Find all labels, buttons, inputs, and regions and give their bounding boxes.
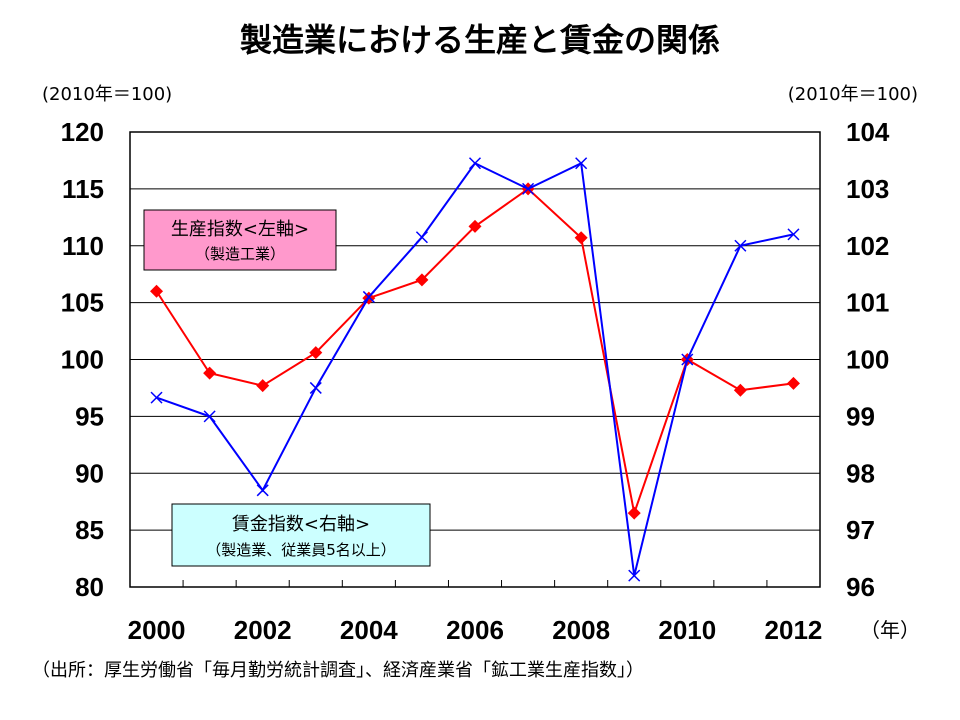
- wage-data-point: [734, 239, 747, 252]
- right-tick-label: 103: [846, 174, 889, 204]
- left-tick-label: 110: [62, 231, 104, 261]
- wage-data-point: [256, 484, 269, 497]
- production-legend-background: [143, 209, 337, 271]
- wage-marker-stroke: [362, 290, 375, 303]
- right-axis-ticks: 96 97 98 99 100 101 102 103 104: [846, 117, 890, 602]
- production-data-point: [786, 376, 800, 390]
- left-tick-label: 115: [62, 174, 104, 204]
- production-data-point: [574, 231, 588, 245]
- wage-marker-stroke: [203, 410, 216, 423]
- source-note: （出所：厚生労働省「毎月勤労統計調査」、経済産業省「鉱工業生産指数」）: [32, 660, 644, 681]
- left-tick-label: 90: [75, 458, 104, 488]
- x-tick-label: 2012: [765, 615, 823, 645]
- wage-legend-background: [171, 503, 431, 567]
- wage-marker-stroke: [256, 484, 269, 497]
- production-data-point: [256, 379, 270, 393]
- wage-marker-stroke: [415, 231, 428, 244]
- right-tick-label: 97: [846, 515, 875, 545]
- x-axis-ticks: 2000 2002 2004 2006 2008 2010 2012: [128, 615, 823, 645]
- wage-data-point: [681, 353, 694, 366]
- wage-legend-sublabel: （製造業、従業員5名以上）: [206, 541, 396, 559]
- wage-data-point: [362, 290, 375, 303]
- wage-marker-stroke: [468, 157, 482, 170]
- x-tick-label: 2006: [446, 615, 504, 645]
- right-tick-label: 102: [846, 231, 889, 261]
- chart-title: 製造業における生産と賃金の関係: [240, 21, 720, 59]
- x-tick-label: 2008: [552, 615, 610, 645]
- wage-marker-stroke: [628, 569, 641, 582]
- production-data-point: [309, 346, 323, 360]
- wage-legend-box: 賃金指数<右軸> （製造業、従業員5名以上）: [171, 503, 431, 567]
- left-tick-label: 85: [75, 515, 104, 545]
- right-tick-label: 101: [846, 288, 889, 318]
- x-tick-label: 2004: [340, 615, 398, 645]
- left-tick-label: 95: [75, 401, 104, 431]
- production-data-point: [203, 366, 217, 380]
- production-data-point: [150, 284, 164, 298]
- wage-data-point: [309, 381, 322, 394]
- wage-marker-stroke: [309, 381, 322, 394]
- right-axis-unit-label: (2010年＝100): [788, 84, 918, 105]
- x-tick-label: 2000: [128, 615, 186, 645]
- wage-marker-stroke: [522, 182, 535, 195]
- production-data-point: [415, 273, 429, 287]
- wage-legend-label: 賃金指数<右軸>: [232, 514, 370, 535]
- right-tick-label: 96: [846, 572, 875, 602]
- production-legend-box: 生産指数<左軸> （製造工業）: [143, 209, 337, 271]
- x-tick-label: 2002: [234, 615, 292, 645]
- x-axis-unit: （年）: [860, 618, 920, 642]
- right-tick-label: 98: [846, 458, 875, 488]
- wage-data-point: [203, 410, 216, 423]
- wage-marker-stroke: [787, 228, 800, 241]
- wage-data-point: [575, 157, 588, 170]
- wage-data-point: [787, 228, 800, 241]
- production-legend-sublabel: （製造工業）: [195, 245, 285, 263]
- right-tick-label: 104: [846, 117, 890, 147]
- wage-data-point: [628, 569, 641, 582]
- left-tick-label: 80: [75, 572, 104, 602]
- left-tick-label: 100: [61, 345, 104, 375]
- left-axis-unit-label: (2010年＝100): [42, 84, 172, 105]
- production-data-point: [468, 219, 482, 233]
- production-data-point: [627, 506, 641, 520]
- series-layer: [150, 157, 800, 582]
- wage-marker-stroke: [150, 391, 163, 404]
- wage-data-point: [150, 391, 163, 404]
- x-tick-label: 2010: [658, 615, 716, 645]
- wage-data-point: [415, 231, 428, 244]
- wage-data-point: [468, 157, 482, 170]
- left-tick-label: 120: [61, 117, 104, 147]
- production-legend-label: 生産指数<左軸>: [171, 219, 309, 240]
- right-tick-label: 99: [846, 401, 875, 431]
- x-tick-marks: [182, 580, 768, 587]
- wage-data-point: [522, 182, 535, 195]
- left-axis-ticks: 80 85 90 95 100 105 110 115 120: [61, 117, 104, 602]
- production-data-point: [733, 383, 747, 397]
- wage-marker-stroke: [575, 157, 588, 170]
- wage-marker-stroke: [734, 239, 747, 252]
- right-tick-label: 100: [846, 345, 889, 375]
- left-tick-label: 105: [61, 288, 104, 318]
- wage-marker-stroke: [681, 353, 694, 366]
